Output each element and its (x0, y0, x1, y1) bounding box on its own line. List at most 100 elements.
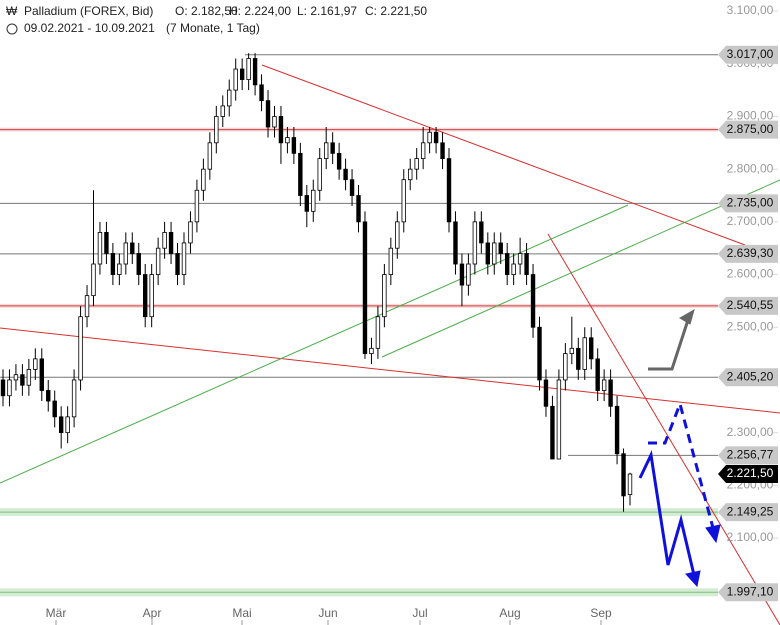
candle-body (472, 221, 478, 265)
candle-body (614, 405, 620, 455)
candles (0, 53, 633, 512)
candle-body (563, 353, 568, 381)
candle-body (7, 379, 12, 397)
candle-body (304, 195, 310, 212)
candle-body (194, 189, 200, 223)
candle-body (155, 247, 161, 275)
duration: (7 Monate, 1 Tag) (166, 21, 260, 35)
trendline (0, 204, 629, 484)
candle-body (608, 379, 613, 407)
candle-body (369, 347, 374, 355)
candle-body (136, 253, 141, 275)
candle-body (349, 179, 355, 196)
candle-body (97, 231, 103, 265)
x-tick-label: Mär (46, 606, 67, 620)
candle-body (446, 158, 452, 223)
current-price-label: 2.221,50 (727, 466, 774, 480)
candle-body (26, 369, 32, 386)
symbol-icon: ₩ (6, 4, 18, 18)
candle-body (272, 116, 277, 128)
x-tick-label: Aug (499, 606, 520, 620)
candle-body (323, 142, 329, 160)
level-label: 2.735,00 (727, 196, 774, 210)
candle-body (104, 231, 109, 254)
candle-body (440, 142, 445, 160)
background (0, 54, 718, 597)
candle-body (227, 89, 232, 107)
candle-body (149, 274, 154, 318)
candle-body (117, 263, 122, 275)
candle-body (466, 263, 471, 286)
candle-body (414, 158, 419, 170)
y-tick-label: 2.700,00 (727, 214, 774, 228)
candle-body (20, 374, 25, 386)
level-tag (718, 368, 778, 387)
level-label: 2.149,25 (727, 504, 774, 518)
y-tick-label: 2.600,00 (727, 267, 774, 281)
candle-body (433, 131, 439, 144)
trendline (261, 64, 746, 246)
candle-body (453, 221, 458, 265)
candle-body (492, 242, 497, 265)
current-price-tag (718, 465, 778, 484)
level-tag (718, 503, 778, 522)
candle-body (239, 68, 245, 80)
candle-body (556, 379, 562, 460)
candle-body (420, 142, 426, 160)
clock-icon (6, 23, 18, 35)
trendline (381, 179, 780, 358)
level-label: 2.875,00 (727, 122, 774, 136)
candle-body (336, 152, 342, 170)
candle-body (317, 158, 322, 191)
chart-title: Palladium (FOREX, Bid) (24, 4, 153, 18)
candle-body (362, 221, 368, 355)
level-label: 2.405,20 (727, 369, 774, 383)
trendline (547, 233, 780, 625)
arrowhead (679, 308, 695, 325)
candle-body (84, 295, 90, 318)
candle-body (291, 137, 297, 154)
level-label: 2.639,30 (727, 246, 774, 260)
candle-body (78, 316, 83, 381)
candle-body (401, 179, 406, 223)
candle-body (46, 390, 51, 402)
candle-body (511, 263, 516, 275)
y-tick-label: 2.800,00 (727, 161, 774, 175)
candle-body (459, 263, 465, 286)
candle-body (395, 221, 400, 249)
candle-body (259, 84, 264, 102)
level-tag (718, 244, 778, 263)
y-tick-label: 3.100,00 (727, 3, 774, 17)
candle-body (0, 379, 6, 397)
x-tick-label: Apr (143, 606, 162, 620)
ohlc-label: L: 2.161,97 (297, 4, 357, 18)
candle-body (33, 358, 38, 370)
candle-body (298, 152, 303, 196)
candle-body (498, 242, 503, 254)
level-tag (718, 583, 778, 602)
candle-body (485, 242, 490, 265)
y-tick-label: 2.300,00 (727, 425, 774, 439)
candle-body (246, 58, 251, 80)
candle-body (58, 416, 64, 434)
candle-body (504, 253, 510, 275)
candle-body (201, 168, 206, 191)
candle-body (285, 137, 290, 144)
candle-body (621, 453, 626, 497)
candle-body (576, 347, 581, 370)
candle-body (91, 263, 96, 297)
level-label: 2.256,77 (727, 448, 774, 462)
candle-body (627, 473, 633, 495)
candle-body (517, 253, 523, 265)
level-tag (718, 45, 778, 64)
candle-body (168, 231, 174, 254)
candle-body (13, 374, 19, 381)
candle-body (110, 253, 116, 275)
forecast-arrows (638, 308, 721, 588)
ohlc-label: C: 2.221,50 (365, 4, 427, 18)
candle-body (71, 379, 77, 418)
x-tick-label: Sep (590, 606, 612, 620)
level-label: 2.540,55 (727, 298, 774, 312)
candle-body (214, 116, 219, 144)
